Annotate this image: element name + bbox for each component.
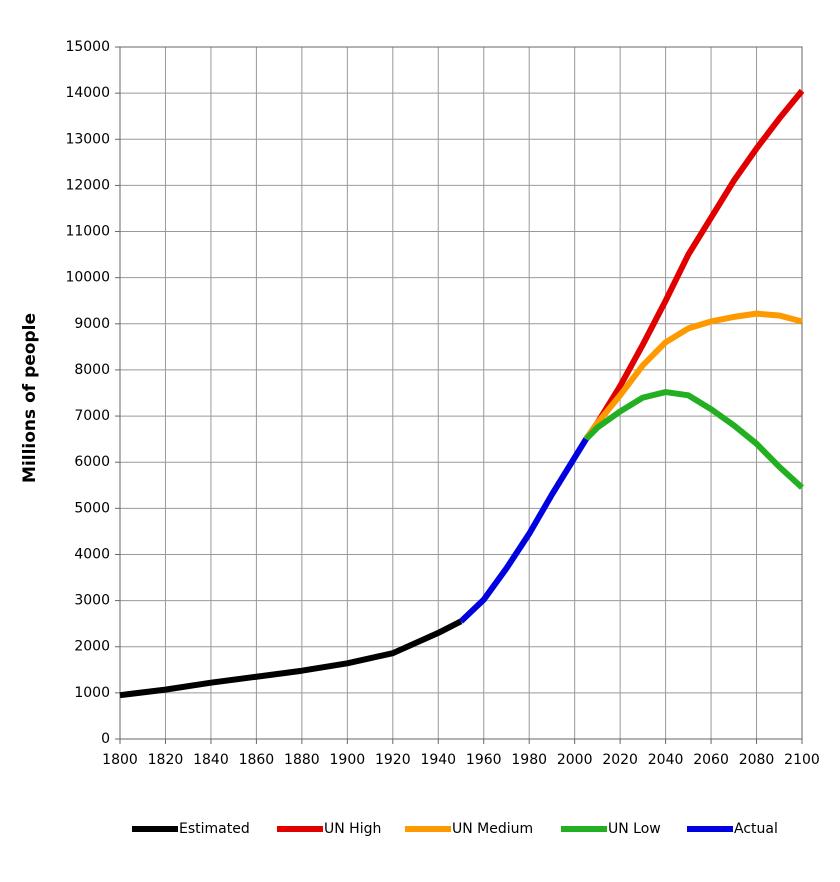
y-tick-label: 10000	[65, 270, 110, 286]
series-line	[119, 618, 463, 699]
y-tick-label: 14000	[65, 85, 110, 101]
y-tick-label: 1000	[74, 685, 110, 701]
y-tick-label: 5000	[74, 500, 110, 516]
legend-label: Actual	[734, 821, 778, 837]
x-tick-label: 2080	[739, 752, 775, 768]
legend-label: Estimated	[179, 821, 250, 837]
x-tick-label: 1960	[466, 752, 502, 768]
y-tick-label: 15000	[65, 39, 110, 55]
x-tick-label: 2040	[648, 752, 684, 768]
y-axis-label: Millions of people	[20, 313, 40, 483]
y-tick-label: 9000	[74, 316, 110, 332]
legend-label: UN High	[324, 821, 381, 837]
x-tick-label: 1820	[148, 752, 184, 768]
x-tick-label: 2000	[557, 752, 593, 768]
x-tick-label: 1980	[511, 752, 547, 768]
x-tick-label: 1880	[284, 752, 320, 768]
x-tick-label: 1940	[420, 752, 456, 768]
x-tick-label: 2060	[693, 752, 729, 768]
y-tick-label: 7000	[74, 408, 110, 424]
series-line	[583, 310, 803, 441]
series-line	[458, 437, 589, 624]
x-tick-label: 1840	[193, 752, 229, 768]
y-tick-label: 8000	[74, 362, 110, 378]
x-tick-label: 1900	[330, 752, 366, 768]
x-tick-label: 2020	[602, 752, 638, 768]
legend-label: UN Low	[608, 821, 661, 837]
series-line	[583, 389, 805, 490]
y-tick-label: 6000	[74, 454, 110, 470]
y-tick-label: 11000	[65, 224, 110, 240]
y-tick-label: 0	[101, 731, 110, 747]
y-tick-label: 2000	[74, 639, 110, 655]
x-tick-label: 1920	[375, 752, 411, 768]
x-tick-label: 1860	[239, 752, 275, 768]
y-tick-label: 4000	[74, 546, 110, 562]
y-tick-label: 12000	[65, 177, 110, 193]
x-tick-label: 2100	[784, 752, 820, 768]
y-tick-label: 13000	[65, 131, 110, 147]
legend-label: UN Medium	[452, 821, 533, 837]
series-line	[583, 88, 805, 441]
x-tick-label: 1800	[102, 752, 138, 768]
y-tick-label: 3000	[74, 593, 110, 609]
plot-border	[119, 46, 803, 740]
